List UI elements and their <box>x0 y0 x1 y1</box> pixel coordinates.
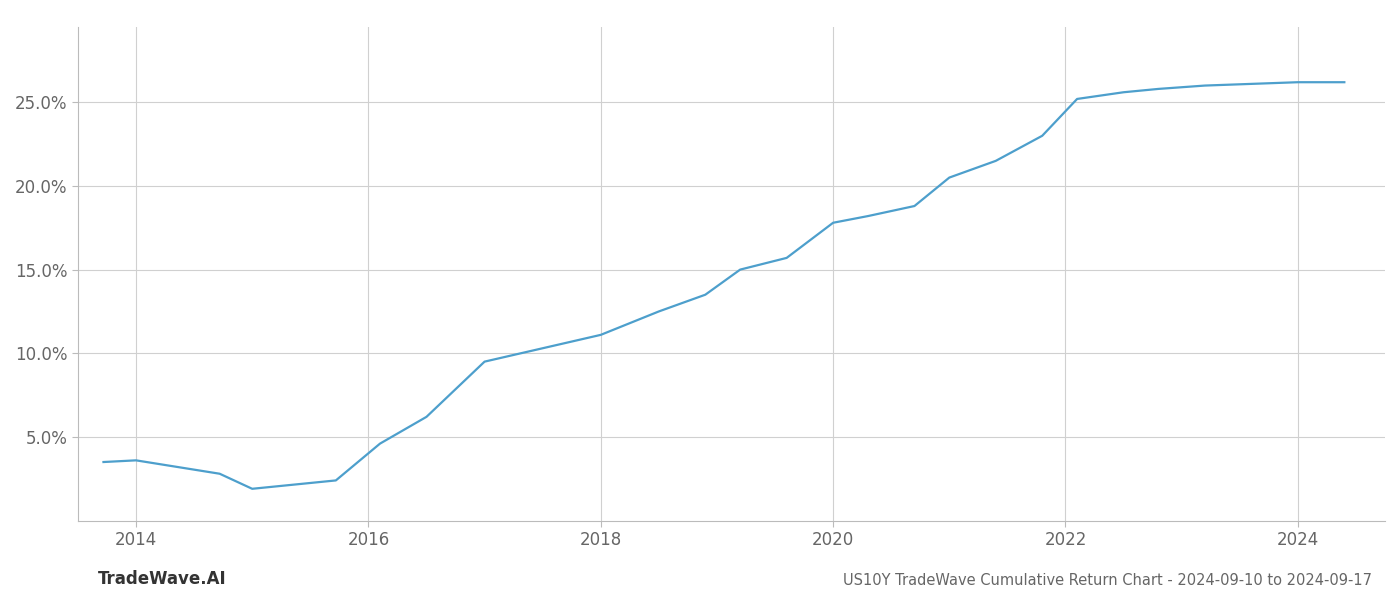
Text: US10Y TradeWave Cumulative Return Chart - 2024-09-10 to 2024-09-17: US10Y TradeWave Cumulative Return Chart … <box>843 573 1372 588</box>
Text: TradeWave.AI: TradeWave.AI <box>98 570 227 588</box>
